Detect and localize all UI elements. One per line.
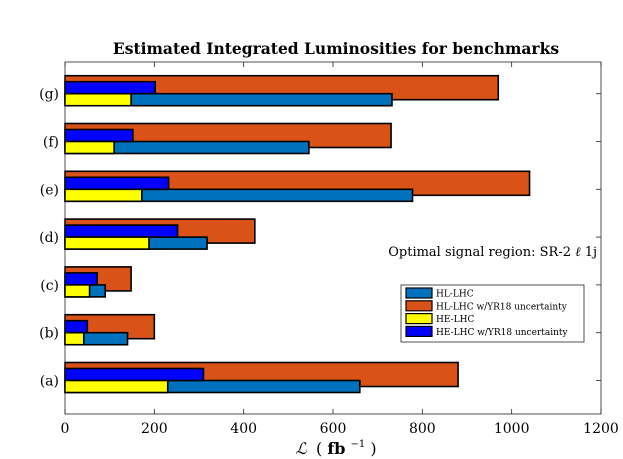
chart-title: Estimated Integrated Luminosities for be… — [113, 39, 559, 58]
legend-label: HE-LHC w/YR18 uncertainty — [436, 328, 569, 338]
bar-he-lhc-yr18 — [64, 224, 179, 238]
legend-label: HL-LHC — [436, 290, 474, 300]
x-tick-label: 400 — [230, 421, 257, 437]
bar-he-lhc — [64, 188, 143, 203]
bar-he-lhc-yr18 — [64, 128, 134, 143]
y-tick-label: (b) — [39, 326, 59, 342]
bar-he-lhc — [64, 236, 150, 250]
x-tick-label: 200 — [141, 421, 168, 437]
x-tick-label: 800 — [409, 421, 436, 437]
bar-he-lhc — [64, 379, 169, 394]
x-axis-label-unit: fb — [327, 439, 345, 458]
bar-he-lhc-yr18 — [64, 80, 157, 95]
bar-he-lhc-yr18 — [64, 319, 89, 334]
bar-he-lhc — [64, 140, 115, 155]
x-tick-label: 1000 — [494, 421, 530, 437]
legend-label: HE-LHC — [436, 315, 474, 325]
bar-he-lhc-yr18 — [64, 367, 205, 382]
legend-swatch — [405, 325, 433, 337]
x-axis-label-exponent: −1 — [351, 439, 366, 450]
bar-he-lhc — [64, 92, 132, 107]
x-axis-label-symbol: ℒ — [295, 439, 307, 458]
x-axis-label-open: ( — [316, 439, 322, 458]
y-tick-label: (e) — [40, 182, 59, 198]
legend-swatch — [405, 300, 433, 312]
legend-label: HL-LHC w/YR18 uncertainty — [436, 302, 568, 312]
legend-swatch — [405, 287, 433, 299]
x-axis-label-close: ) — [370, 439, 376, 458]
y-tick-label: (d) — [39, 230, 59, 246]
bar-he-lhc-yr18 — [64, 176, 170, 191]
y-tick-label: (c) — [40, 278, 59, 294]
signal-region-annotation: Optimal signal region: SR-2 ℓ 1j — [388, 245, 597, 260]
bar-group — [64, 74, 531, 394]
y-tick-label: (a) — [40, 374, 59, 390]
annotation-suffix: 1j — [585, 245, 597, 260]
y-tick-label: (g) — [39, 87, 59, 103]
x-axis-label: ℒ ( fb −1 ) — [295, 432, 376, 458]
bar-he-lhc-yr18 — [64, 272, 98, 286]
annotation-ell: ℓ — [575, 245, 581, 260]
annotation-text: Optimal signal region: SR-2 — [388, 245, 571, 260]
bar-he-lhc — [64, 331, 85, 346]
x-tick-label: 0 — [61, 421, 70, 437]
x-tick-label: 600 — [320, 421, 347, 437]
y-tick-label: (f) — [43, 135, 59, 151]
axis-ticks: 0 200 400 600 800 1000 1200 (a) (b) (c) (d) (e) (f) (… — [39, 62, 619, 437]
x-tick-label: 1200 — [583, 421, 619, 437]
bar-he-lhc — [64, 284, 91, 298]
legend: HL-LHC HL-LHC w/YR18 uncertainty HE-LHC HE-… — [400, 284, 585, 343]
legend-swatch — [405, 313, 433, 325]
